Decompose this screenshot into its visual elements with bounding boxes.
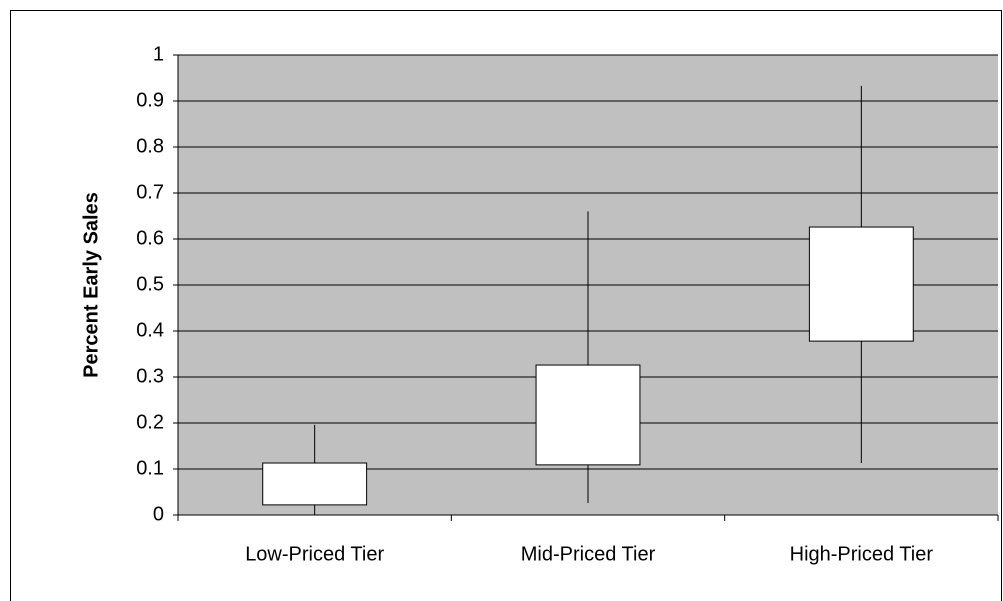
x-tick-label: High-Priced Tier — [790, 543, 934, 565]
y-tick-label: 0.3 — [136, 365, 164, 387]
y-tick-label: 0.1 — [136, 457, 164, 479]
y-tick-label: 0.7 — [136, 181, 164, 203]
y-tick-label: 0.5 — [136, 273, 164, 295]
y-tick-label: 0.4 — [136, 319, 164, 341]
y-tick-label: 0.6 — [136, 227, 164, 249]
box — [535, 364, 641, 466]
box — [808, 226, 914, 342]
y-tick-label: 0.8 — [136, 135, 164, 157]
y-tick-label: 0.9 — [136, 89, 164, 111]
y-axis-label: Percent Early Sales — [80, 192, 102, 378]
y-tick-label: 0.2 — [136, 411, 164, 433]
y-tick-label: 1 — [153, 43, 164, 65]
x-tick-label: Mid-Priced Tier — [521, 543, 656, 565]
y-tick-label: 0 — [153, 503, 164, 525]
x-tick-label: Low-Priced Tier — [245, 543, 384, 565]
box — [262, 462, 368, 506]
